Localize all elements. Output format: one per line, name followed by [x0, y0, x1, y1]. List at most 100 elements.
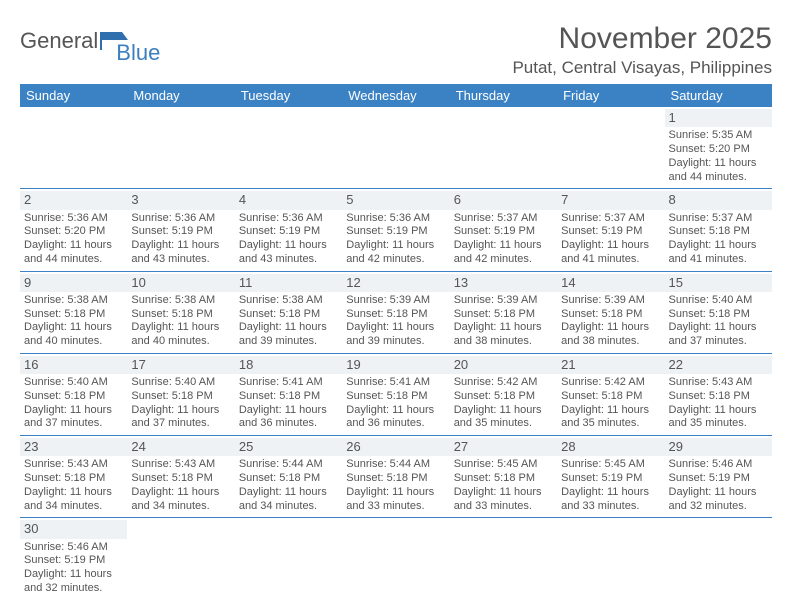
week-row: 16Sunrise: 5:40 AMSunset: 5:18 PMDayligh… — [20, 354, 772, 436]
day-number: 10 — [127, 274, 234, 292]
sunset-line: Sunset: 5:19 PM — [561, 225, 660, 239]
daylight-line: Daylight: 11 hours and 44 minutes. — [24, 239, 123, 267]
sun-info: Sunrise: 5:43 AMSunset: 5:18 PMDaylight:… — [24, 458, 123, 513]
day-cell: 13 Sunrise: 5:39 AMSunset: 5:18 PMDayligh… — [450, 272, 557, 353]
empty-cell — [450, 518, 557, 599]
day-number: 30 — [20, 520, 127, 538]
brand-logo: General Blue — [20, 22, 174, 55]
sun-info: Sunrise: 5:42 AMSunset: 5:18 PMDaylight:… — [561, 376, 660, 431]
day-cell: 8 Sunrise: 5:37 AMSunset: 5:18 PMDaylight… — [665, 189, 772, 270]
sun-info: Sunrise: 5:39 AMSunset: 5:18 PMDaylight:… — [454, 294, 553, 349]
sunrise-line: Sunrise: 5:40 AM — [669, 294, 768, 308]
weekday-header: Wednesday — [342, 84, 449, 107]
sunset-line: Sunset: 5:19 PM — [454, 225, 553, 239]
day-cell: 16Sunrise: 5:40 AMSunset: 5:18 PMDayligh… — [20, 354, 127, 435]
day-cell: 11Sunrise: 5:38 AMSunset: 5:18 PMDayligh… — [235, 272, 342, 353]
day-cell: 22Sunrise: 5:43 AMSunset: 5:18 PMDayligh… — [665, 354, 772, 435]
day-number: 1 — [665, 109, 772, 127]
day-number: 3 — [127, 191, 234, 209]
location-subtitle: Putat, Central Visayas, Philippines — [512, 58, 772, 78]
sunrise-line: Sunrise: 5:44 AM — [239, 458, 338, 472]
sunrise-line: Sunrise: 5:37 AM — [561, 212, 660, 226]
daylight-line: Daylight: 11 hours and 40 minutes. — [131, 321, 230, 349]
day-number: 13 — [450, 274, 557, 292]
day-number: 27 — [450, 438, 557, 456]
day-cell: 28Sunrise: 5:45 AMSunset: 5:19 PMDayligh… — [557, 436, 664, 517]
sunset-line: Sunset: 5:18 PM — [239, 472, 338, 486]
sunset-line: Sunset: 5:18 PM — [131, 390, 230, 404]
week-row: 30Sunrise: 5:46 AMSunset: 5:19 PMDayligh… — [20, 518, 772, 599]
day-number: 26 — [342, 438, 449, 456]
weekday-header: Friday — [557, 84, 664, 107]
weekday-header: Monday — [127, 84, 234, 107]
day-cell: 12Sunrise: 5:39 AMSunset: 5:18 PMDayligh… — [342, 272, 449, 353]
daylight-line: Daylight: 11 hours and 43 minutes. — [131, 239, 230, 267]
day-number: 17 — [127, 356, 234, 374]
day-cell: 4Sunrise: 5:36 AMSunset: 5:19 PMDaylight… — [235, 189, 342, 270]
sun-info: Sunrise: 5:46 AMSunset: 5:19 PMDaylight:… — [669, 458, 768, 513]
day-cell: 24Sunrise: 5:43 AMSunset: 5:18 PMDayligh… — [127, 436, 234, 517]
sunrise-line: Sunrise: 5:43 AM — [669, 376, 768, 390]
day-cell: 19 Sunrise: 5:41 AMSunset: 5:18 PMDayligh… — [342, 354, 449, 435]
daylight-line: Daylight: 11 hours and 41 minutes. — [561, 239, 660, 267]
day-cell: 15Sunrise: 5:40 AMSunset: 5:18 PMDayligh… — [665, 272, 772, 353]
sunrise-line: Sunrise: 5:44 AM — [346, 458, 445, 472]
daylight-line: Daylight: 11 hours and 37 minutes. — [131, 404, 230, 432]
daylight-line: Daylight: 11 hours and 43 minutes. — [239, 239, 338, 267]
sunrise-line: Sunrise: 5:40 AM — [24, 376, 123, 390]
sunrise-line: Sunrise: 5:46 AM — [24, 541, 123, 555]
sun-info: Sunrise: 5:40 AMSunset: 5:18 PMDaylight:… — [131, 376, 230, 431]
sunset-line: Sunset: 5:20 PM — [24, 225, 123, 239]
empty-cell — [127, 107, 234, 188]
daylight-line: Daylight: 11 hours and 32 minutes. — [24, 568, 123, 596]
sun-info: Sunrise: 5:36 AMSunset: 5:19 PMDaylight:… — [239, 212, 338, 267]
sun-info: Sunrise: 5:41 AMSunset: 5:18 PMDaylight:… — [346, 376, 445, 431]
sunset-line: Sunset: 5:18 PM — [454, 390, 553, 404]
sunrise-line: Sunrise: 5:38 AM — [24, 294, 123, 308]
day-number: 5 — [342, 191, 449, 209]
sunset-line: Sunset: 5:18 PM — [561, 390, 660, 404]
sunset-line: Sunset: 5:18 PM — [346, 390, 445, 404]
day-cell: 23 Sunrise: 5:43 AMSunset: 5:18 PMDayligh… — [20, 436, 127, 517]
sunset-line: Sunset: 5:20 PM — [669, 143, 768, 157]
sunset-line: Sunset: 5:18 PM — [669, 308, 768, 322]
day-number: 8 — [665, 191, 772, 209]
sunrise-line: Sunrise: 5:45 AM — [454, 458, 553, 472]
sunrise-line: Sunrise: 5:41 AM — [239, 376, 338, 390]
sunset-line: Sunset: 5:18 PM — [24, 390, 123, 404]
sunset-line: Sunset: 5:18 PM — [131, 308, 230, 322]
sun-info: Sunrise: 5:40 AMSunset: 5:18 PMDaylight:… — [24, 376, 123, 431]
empty-cell — [235, 518, 342, 599]
sunrise-line: Sunrise: 5:37 AM — [669, 212, 768, 226]
sun-info: Sunrise: 5:37 AMSunset: 5:18 PMDaylight:… — [669, 212, 768, 267]
day-number: 23 — [20, 438, 127, 456]
day-cell: 5Sunrise: 5:36 AMSunset: 5:19 PMDaylight… — [342, 189, 449, 270]
sunrise-line: Sunrise: 5:43 AM — [24, 458, 123, 472]
sunset-line: Sunset: 5:18 PM — [669, 390, 768, 404]
day-number: 19 — [342, 356, 449, 374]
day-number: 28 — [557, 438, 664, 456]
sunrise-line: Sunrise: 5:39 AM — [346, 294, 445, 308]
empty-cell — [127, 518, 234, 599]
day-number: 15 — [665, 274, 772, 292]
sunrise-line: Sunrise: 5:42 AM — [561, 376, 660, 390]
week-row: 2Sunrise: 5:36 AMSunset: 5:20 PMDaylight… — [20, 189, 772, 271]
sunset-line: Sunset: 5:18 PM — [239, 390, 338, 404]
calendar-grid: SundayMondayTuesdayWednesdayThursdayFrid… — [20, 84, 772, 600]
sunrise-line: Sunrise: 5:40 AM — [131, 376, 230, 390]
sunrise-line: Sunrise: 5:45 AM — [561, 458, 660, 472]
brand-part1: General — [20, 30, 98, 52]
sunset-line: Sunset: 5:18 PM — [454, 308, 553, 322]
sunset-line: Sunset: 5:18 PM — [346, 308, 445, 322]
sunrise-line: Sunrise: 5:37 AM — [454, 212, 553, 226]
sunset-line: Sunset: 5:18 PM — [346, 472, 445, 486]
sun-info: Sunrise: 5:36 AMSunset: 5:20 PMDaylight:… — [24, 212, 123, 267]
empty-cell — [450, 107, 557, 188]
day-cell: 21Sunrise: 5:42 AMSunset: 5:18 PMDayligh… — [557, 354, 664, 435]
sunrise-line: Sunrise: 5:36 AM — [239, 212, 338, 226]
sunrise-line: Sunrise: 5:39 AM — [561, 294, 660, 308]
week-row: 9Sunrise: 5:38 AMSunset: 5:18 PMDaylight… — [20, 272, 772, 354]
sun-info: Sunrise: 5:42 AMSunset: 5:18 PMDaylight:… — [454, 376, 553, 431]
daylight-line: Daylight: 11 hours and 37 minutes. — [24, 404, 123, 432]
week-row: 23 Sunrise: 5:43 AMSunset: 5:18 PMDayligh… — [20, 436, 772, 518]
